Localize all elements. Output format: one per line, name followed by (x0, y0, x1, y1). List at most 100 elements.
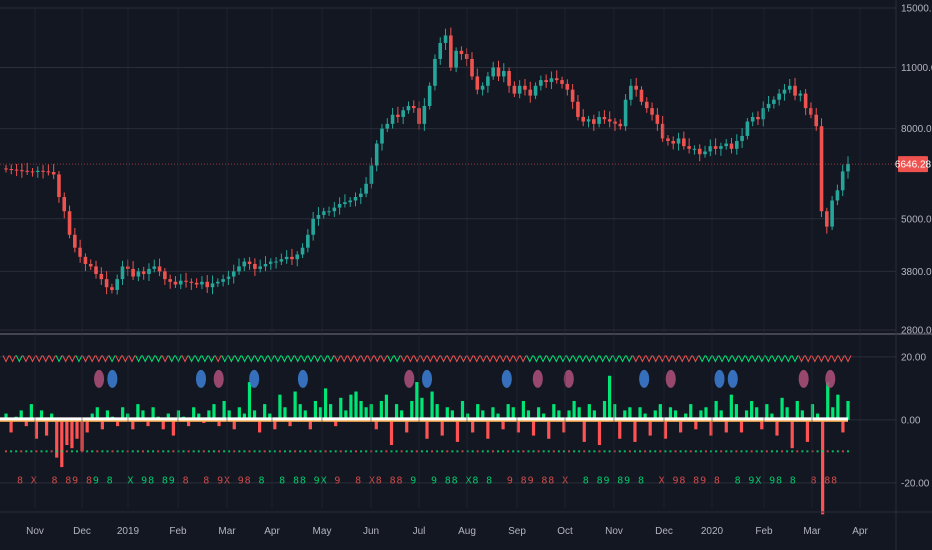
histogram-bar (60, 419, 64, 468)
candle (639, 86, 644, 106)
histogram-bar (653, 410, 657, 420)
top-arrow (380, 355, 388, 363)
threshold-dot (720, 450, 723, 453)
bottom-marker: 8 (548, 476, 554, 487)
histogram-bar (602, 400, 607, 420)
bottom-marker: 8 (486, 476, 492, 487)
top-arrow (82, 355, 90, 363)
candle (825, 207, 829, 234)
threshold-dot (816, 450, 819, 453)
histogram-bar (136, 404, 140, 420)
candle (353, 192, 358, 207)
threshold-dot (385, 450, 388, 453)
threshold-dot (20, 450, 23, 453)
histogram-bar (658, 404, 662, 420)
candle (374, 140, 379, 172)
threshold-dot (65, 450, 68, 453)
top-arrow (287, 355, 295, 363)
threshold-dot (598, 450, 601, 453)
candle (94, 260, 98, 279)
candle-body (178, 280, 183, 285)
threshold-dot (826, 450, 829, 453)
candle (73, 227, 77, 253)
candle-body (35, 170, 40, 173)
top-arrow (460, 355, 467, 363)
bottom-marker: 8 (162, 476, 168, 487)
candle (607, 111, 612, 128)
candle-body (433, 58, 437, 86)
threshold-dot (633, 450, 636, 453)
candle-body (83, 256, 88, 264)
threshold-dot (218, 450, 221, 453)
threshold-dot (841, 450, 844, 453)
candle-body (697, 148, 702, 155)
threshold-dot (141, 450, 144, 453)
histogram-bar (389, 419, 394, 446)
candle-body (131, 268, 135, 277)
histogram-bar (613, 404, 617, 420)
candle (713, 138, 718, 155)
threshold-dot (35, 450, 38, 453)
candle-body (443, 35, 448, 43)
top-arrow (201, 355, 209, 363)
candle-body (660, 123, 665, 139)
threshold-dot (674, 450, 677, 453)
histogram-bar (85, 419, 89, 433)
candle (777, 89, 781, 106)
top-arrow (506, 355, 514, 363)
threshold-dot (684, 450, 687, 453)
candle (295, 251, 300, 267)
bottom-marker: 8 (148, 476, 154, 487)
candle (131, 261, 135, 281)
candle-body (682, 138, 686, 147)
top-arrow (347, 355, 355, 363)
histogram-bar (587, 404, 591, 420)
candle-body (284, 256, 289, 260)
top-arrow (645, 355, 653, 363)
histogram-bar (329, 404, 333, 420)
candle-body (311, 218, 315, 235)
price-tick-label: 5000.00 (901, 214, 932, 225)
histogram-bar (192, 407, 196, 420)
top-arrow (360, 355, 368, 363)
candle (634, 77, 638, 97)
histogram-bar (44, 419, 49, 436)
histogram-bar (719, 410, 723, 420)
candle (189, 278, 194, 290)
top-arrow (605, 355, 613, 363)
threshold-dot (512, 450, 515, 453)
histogram-bar (222, 400, 226, 420)
candle (729, 137, 734, 154)
top-arrow (745, 355, 752, 363)
histogram-bar (212, 404, 216, 420)
histogram-bar (663, 419, 667, 439)
histogram-bar (4, 413, 8, 420)
candle (565, 79, 570, 96)
histogram-bar (384, 394, 389, 420)
candle (396, 106, 400, 123)
bottom-marker: 9 (507, 476, 513, 487)
threshold-dot (456, 450, 459, 453)
threshold-dot (299, 450, 302, 453)
bottom-marker: 8 (390, 476, 396, 487)
candle-body (406, 105, 411, 111)
threshold-dot (593, 450, 596, 453)
histogram-bar (450, 410, 454, 420)
histogram-bar (785, 407, 789, 420)
time-tick-label: Dec (73, 526, 91, 537)
threshold-dot (786, 450, 789, 453)
top-arrow (55, 355, 63, 363)
candle-body (650, 108, 654, 115)
candle-body (374, 143, 379, 166)
top-arrow (678, 355, 686, 363)
threshold-dot (324, 450, 327, 453)
bottom-marker: 9 (314, 476, 320, 487)
candle (798, 90, 803, 102)
bottom-marker: 8 (521, 476, 527, 487)
top-arrow (88, 355, 96, 363)
candle (586, 115, 591, 128)
threshold-dot (207, 450, 210, 453)
histogram-bar (440, 419, 444, 436)
threshold-dot (801, 450, 804, 453)
bottom-marker: 8 (735, 476, 741, 487)
